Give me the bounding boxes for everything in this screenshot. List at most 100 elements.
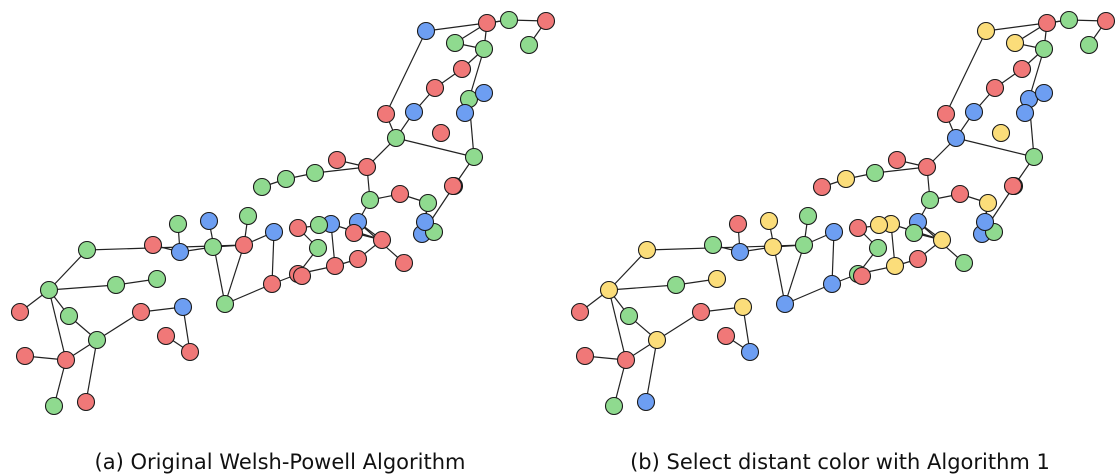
graph-node xyxy=(309,215,329,235)
graph-node xyxy=(637,240,657,260)
graph-node xyxy=(536,11,556,31)
graph-edge xyxy=(645,339,658,403)
graph-edge xyxy=(48,249,88,291)
graph-node xyxy=(56,350,76,370)
graph-node xyxy=(976,21,996,41)
graph-node xyxy=(452,59,472,79)
graph-node xyxy=(599,280,619,300)
graph-node xyxy=(445,33,465,53)
graph-edge xyxy=(608,284,677,291)
graph-node xyxy=(616,350,636,370)
graph-node xyxy=(77,240,97,260)
graph-node xyxy=(936,104,956,124)
graph-node xyxy=(1034,39,1054,59)
graph-edge xyxy=(385,30,427,115)
graph-node xyxy=(15,346,35,366)
graph-node xyxy=(292,266,312,286)
graph-node xyxy=(143,235,163,255)
graph-node xyxy=(703,235,723,255)
graph-node xyxy=(147,269,167,289)
graph-node xyxy=(376,104,396,124)
graph-node xyxy=(305,163,325,183)
graph-node xyxy=(425,78,445,98)
graph-node xyxy=(106,275,126,295)
graph-node xyxy=(173,297,193,317)
graph-node xyxy=(954,253,974,273)
graph-node xyxy=(991,123,1011,143)
graph-node xyxy=(325,256,345,276)
graph-node xyxy=(477,13,497,33)
graph-node xyxy=(946,128,966,148)
graph-node xyxy=(327,150,347,170)
graph-node xyxy=(1003,176,1023,196)
graph-edge xyxy=(784,244,805,305)
graph-node xyxy=(203,237,223,257)
graph-node xyxy=(348,249,368,269)
graph-node xyxy=(920,190,940,210)
graph-edge xyxy=(955,137,1035,158)
graph-node xyxy=(215,294,235,314)
graph-node xyxy=(932,230,952,250)
graph-node xyxy=(1005,33,1025,53)
graph-node xyxy=(416,21,436,41)
graph-node xyxy=(666,275,686,295)
graph-node xyxy=(170,242,190,262)
graph-node xyxy=(344,223,364,243)
graph-node xyxy=(950,184,970,204)
graph-node xyxy=(570,302,590,322)
graph-node xyxy=(798,206,818,226)
graph-edge xyxy=(425,19,510,32)
graph-node xyxy=(10,302,30,322)
graph-node xyxy=(59,306,79,326)
panel-a-graph xyxy=(10,10,556,416)
graph-node xyxy=(868,238,888,258)
graph-node xyxy=(575,346,595,366)
graph-node xyxy=(1034,83,1054,103)
graph-edge xyxy=(768,220,786,305)
graph-node xyxy=(740,342,760,362)
graph-node xyxy=(39,280,59,300)
graph-node xyxy=(985,78,1005,98)
graph-node xyxy=(1012,59,1032,79)
caption-b: (b) Select distant color with Algorithm … xyxy=(630,450,1050,474)
graph-node xyxy=(730,242,750,262)
graph-node xyxy=(131,302,151,322)
graph-node xyxy=(1096,11,1116,31)
graph-edge xyxy=(48,289,67,361)
graph-node xyxy=(775,294,795,314)
graph-node xyxy=(264,222,284,242)
graph-node xyxy=(852,266,872,286)
graph-node xyxy=(276,169,296,189)
panel-b-graph xyxy=(570,10,1116,416)
graph-node xyxy=(418,193,438,213)
graph-node xyxy=(1059,10,1079,30)
graph-node xyxy=(394,253,414,273)
graph-node xyxy=(443,176,463,196)
graph-node xyxy=(836,169,856,189)
graph-node xyxy=(474,39,494,59)
graph-node xyxy=(1079,35,1099,55)
graph-node xyxy=(865,163,885,183)
graph-edge xyxy=(224,244,245,305)
graph-node xyxy=(360,190,380,210)
graph-node xyxy=(763,237,783,257)
graph-node xyxy=(707,269,727,289)
graph-node xyxy=(733,297,753,317)
graph-node xyxy=(234,235,254,255)
graph-node xyxy=(474,83,494,103)
graph-node xyxy=(728,214,748,234)
graph-node xyxy=(180,342,200,362)
graph-node xyxy=(415,212,435,232)
graph-node xyxy=(824,222,844,242)
graph-node xyxy=(887,150,907,170)
graph-node xyxy=(904,223,924,243)
graph-edge xyxy=(395,137,475,158)
graph-node xyxy=(519,35,539,55)
graph-edge xyxy=(48,284,117,291)
graph-node xyxy=(87,330,107,350)
graph-node xyxy=(262,274,282,294)
graph-node xyxy=(464,147,484,167)
node-group xyxy=(10,10,556,416)
graph-node xyxy=(978,193,998,213)
graph-node xyxy=(964,102,984,122)
